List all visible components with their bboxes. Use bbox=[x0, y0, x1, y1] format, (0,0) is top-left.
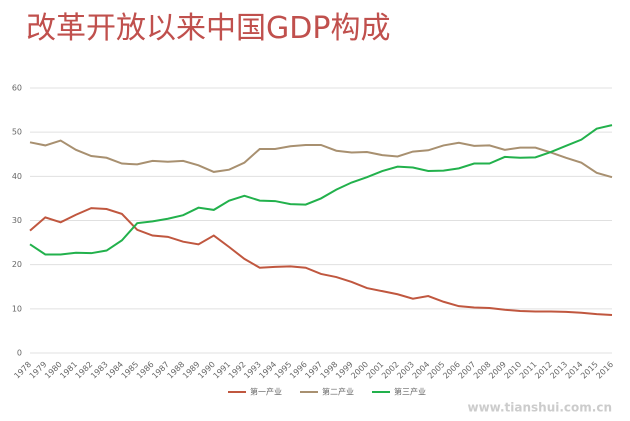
series-line bbox=[29, 139, 613, 179]
x-tick-label: 2016 bbox=[594, 360, 615, 381]
series-line bbox=[29, 124, 613, 256]
legend-label: 第二产业 bbox=[322, 387, 354, 397]
chart-title: 改革开放以来中国GDP构成 bbox=[26, 11, 390, 46]
y-tick-label: 10 bbox=[12, 304, 22, 313]
y-tick-label: 20 bbox=[12, 260, 22, 269]
y-tick-label: 0 bbox=[17, 349, 22, 358]
y-tick-label: 40 bbox=[12, 172, 22, 181]
series-line bbox=[29, 207, 613, 317]
watermark: www.tianshui.com.cn bbox=[467, 401, 612, 415]
y-tick-label: 60 bbox=[12, 84, 22, 93]
legend-label: 第一产业 bbox=[250, 387, 282, 397]
legend-label: 第三产业 bbox=[394, 387, 426, 397]
y-tick-label: 50 bbox=[12, 128, 22, 137]
y-tick-label: 30 bbox=[12, 216, 22, 225]
